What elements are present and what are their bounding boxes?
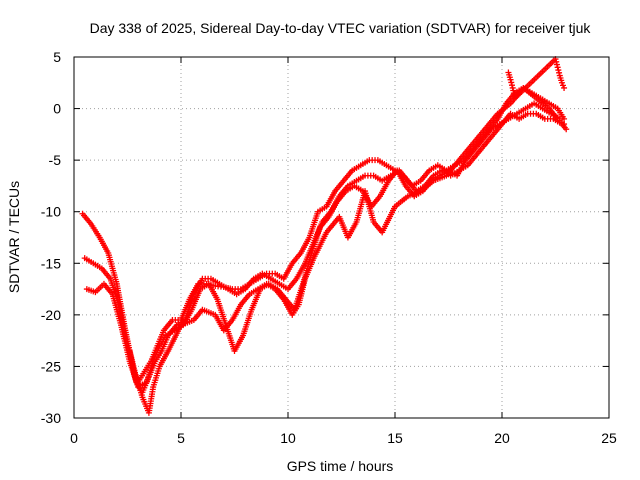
y-tick-label: -25: [41, 358, 61, 374]
x-tick-label: 20: [494, 430, 510, 446]
y-tick-label: -30: [41, 410, 61, 426]
x-tick-label: 15: [387, 430, 403, 446]
x-tick-label: 25: [601, 430, 617, 446]
chart-title: Day 338 of 2025, Sidereal Day-to-day VTE…: [90, 20, 592, 36]
data-point-trace: [553, 58, 560, 65]
data-markers: [79, 56, 570, 416]
axis-ticks: [73, 56, 610, 419]
data-point: [561, 121, 568, 128]
x-axis-label: GPS time / hours: [287, 458, 394, 474]
grid-lines: [74, 57, 609, 418]
data-point: [561, 84, 568, 91]
data-point: [507, 76, 514, 83]
data-point-trace: [555, 67, 562, 74]
y-tick-label: -15: [41, 255, 61, 271]
data-point-trace: [508, 82, 515, 89]
x-tick-label: 10: [280, 430, 296, 446]
y-axis-label: SDTVAR / TECUs: [6, 181, 22, 293]
data-point-trace: [556, 69, 563, 76]
data-point-trace: [508, 79, 515, 86]
y-tick-label: 5: [53, 49, 61, 65]
x-tick-label: 5: [177, 430, 185, 446]
data-point: [554, 64, 561, 71]
data-point-trace: [553, 61, 560, 68]
y-tick-label: -20: [41, 307, 61, 323]
y-tick-label: -10: [41, 204, 61, 220]
tick-labels: 0 5 10 15 20 25 -30 -25 -20 -15 -10 -5 0 5: [41, 49, 617, 446]
y-tick-label: -5: [49, 152, 62, 168]
y-tick-label: 0: [53, 101, 61, 117]
data-point: [563, 126, 570, 133]
x-tick-label: 0: [70, 430, 78, 446]
plot-frame: [73, 56, 610, 419]
